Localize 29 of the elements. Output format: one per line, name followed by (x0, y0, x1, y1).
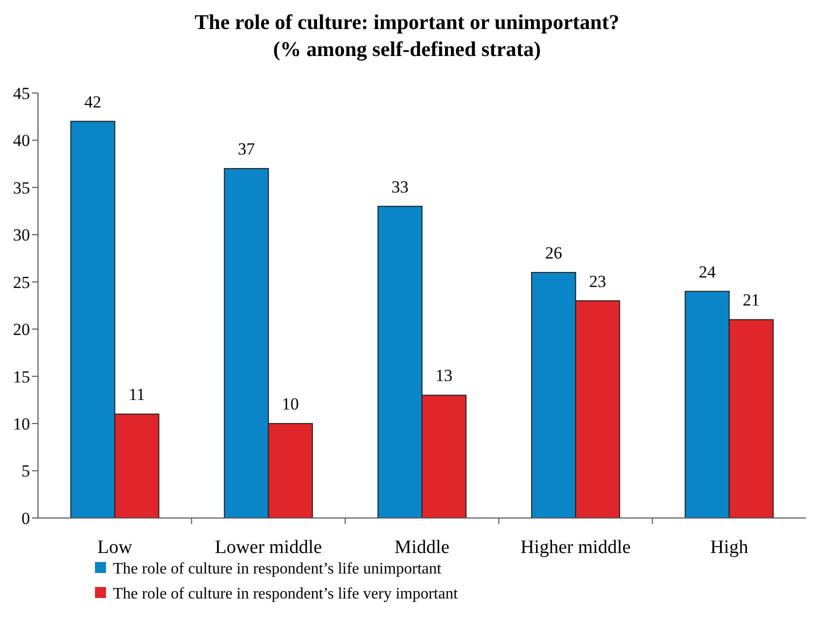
y-tick-label: 5 (22, 462, 30, 481)
legend-label: The role of culture in respondent’s life very important (113, 586, 458, 603)
chart-subtitle: (% among self-defined strata) (273, 37, 541, 61)
data-label: 13 (436, 366, 452, 386)
x-tick-label: Lower middle (214, 537, 322, 558)
x-tick-label: Higher middle (520, 537, 631, 558)
y-tick-label: 30 (13, 226, 30, 245)
y-tick-label: 15 (13, 367, 30, 386)
x-tick-label: Low (97, 537, 132, 558)
data-label: 26 (545, 243, 562, 262)
data-label: 37 (238, 140, 256, 159)
chart-title: The role of culture: important or unimportant? (194, 10, 620, 34)
y-tick-label: 35 (13, 178, 30, 198)
data-label: 23 (589, 272, 606, 291)
data-label: 21 (742, 290, 760, 310)
data-label: 24 (698, 262, 716, 282)
x-tick-label: High (710, 537, 749, 558)
data-label: 33 (392, 177, 408, 196)
y-tick-label: 25 (13, 272, 30, 292)
data-label: 42 (84, 92, 102, 112)
y-tick-label: 10 (13, 414, 30, 434)
y-tick-label: 40 (13, 131, 30, 150)
y-tick-label: 45 (13, 84, 30, 103)
y-tick-label: 20 (13, 320, 30, 340)
x-tick-label: Middle (394, 537, 450, 558)
data-label: 10 (282, 394, 299, 414)
y-tick-label: 0 (22, 508, 30, 528)
legend-label: The role of culture in respondent’s life unimportant (113, 560, 442, 578)
data-label: 11 (128, 385, 145, 404)
